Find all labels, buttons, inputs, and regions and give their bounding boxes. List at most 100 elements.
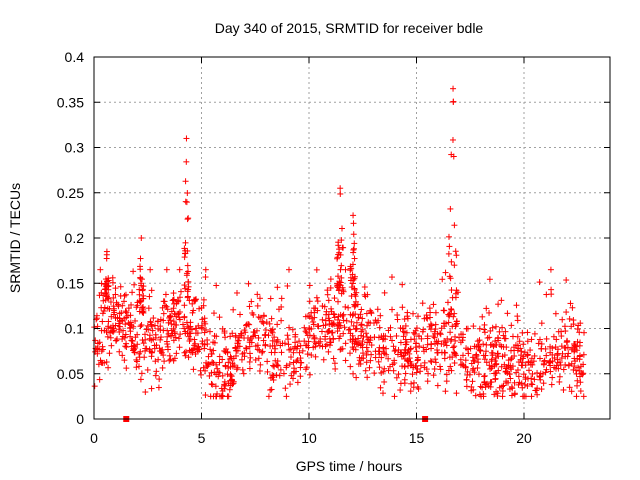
data-point — [147, 318, 154, 325]
data-point — [255, 355, 262, 362]
data-point — [312, 353, 319, 360]
data-point — [229, 377, 236, 384]
data-point — [170, 296, 177, 303]
data-point — [189, 300, 196, 307]
data-point — [353, 325, 360, 332]
data-point — [414, 357, 421, 364]
data-point — [121, 357, 128, 364]
data-point — [560, 386, 567, 393]
data-point — [358, 306, 365, 313]
data-point — [139, 337, 146, 344]
data-point — [284, 282, 291, 289]
data-point — [95, 361, 102, 368]
data-point — [513, 302, 520, 309]
data-point — [245, 280, 252, 287]
data-point — [122, 308, 129, 315]
data-point — [449, 136, 456, 143]
data-point — [507, 375, 514, 382]
data-point — [580, 393, 587, 400]
data-point — [319, 303, 326, 310]
data-point — [477, 347, 484, 354]
data-point — [408, 360, 415, 367]
data-point — [314, 323, 321, 330]
data-point — [302, 328, 309, 335]
data-point — [313, 266, 320, 273]
x-tick-label: 5 — [198, 430, 206, 446]
data-point — [268, 386, 275, 393]
data-point — [519, 393, 526, 400]
data-points — [91, 85, 588, 422]
data-point — [163, 303, 170, 310]
data-point — [557, 362, 564, 369]
data-point — [122, 321, 129, 328]
data-point — [553, 365, 560, 372]
data-point — [419, 300, 426, 307]
data-point — [511, 344, 518, 351]
data-point — [173, 350, 180, 357]
data-point — [357, 311, 364, 318]
data-point — [338, 346, 345, 353]
data-point — [204, 341, 211, 348]
data-point — [161, 358, 168, 365]
data-point — [364, 348, 371, 355]
data-point — [106, 350, 113, 357]
data-point — [361, 283, 368, 290]
data-point — [107, 334, 114, 341]
data-point — [327, 284, 334, 291]
data-point — [508, 322, 515, 329]
data-point — [376, 324, 383, 331]
data-point — [327, 339, 334, 346]
data-point — [289, 326, 296, 333]
data-point — [394, 312, 401, 319]
data-point — [134, 341, 141, 348]
data-point — [201, 329, 208, 336]
data-point — [164, 306, 171, 313]
data-point — [236, 334, 243, 341]
data-point — [144, 366, 151, 373]
data-point — [536, 355, 543, 362]
data-point — [495, 301, 502, 308]
data-point — [137, 255, 144, 262]
data-point — [241, 353, 248, 360]
data-point — [504, 369, 511, 376]
data-point — [549, 351, 556, 358]
data-point — [312, 340, 319, 347]
data-point — [225, 359, 232, 366]
data-point — [560, 366, 567, 373]
data-point — [390, 367, 397, 374]
x-tick-label: 0 — [90, 430, 98, 446]
data-point — [524, 352, 531, 359]
data-point — [323, 341, 330, 348]
data-point — [152, 322, 159, 329]
data-point — [515, 359, 522, 366]
data-point — [410, 379, 417, 386]
data-point — [538, 320, 545, 327]
data-point — [452, 350, 459, 357]
data-point — [182, 352, 189, 359]
data-point — [201, 341, 208, 348]
data-point — [102, 286, 109, 293]
data-point — [520, 353, 527, 360]
data-point — [434, 346, 441, 353]
data-point — [481, 378, 488, 385]
data-point — [202, 274, 209, 281]
data-point — [141, 331, 148, 338]
data-point — [567, 300, 574, 307]
data-point — [334, 328, 341, 335]
data-point — [157, 336, 164, 343]
data-point — [511, 390, 518, 397]
data-point — [232, 345, 239, 352]
data-point — [499, 383, 506, 390]
data-point — [292, 331, 299, 338]
data-point — [160, 310, 167, 317]
data-point — [491, 391, 498, 398]
data-point — [409, 371, 416, 378]
data-point — [194, 330, 201, 337]
data-point — [210, 310, 217, 317]
grid-layer — [94, 57, 610, 419]
data-point — [133, 364, 140, 371]
y-axis-title: SRMTID / TECUs — [7, 183, 23, 293]
data-point — [328, 329, 335, 336]
data-point — [110, 311, 117, 318]
data-point — [119, 352, 126, 359]
